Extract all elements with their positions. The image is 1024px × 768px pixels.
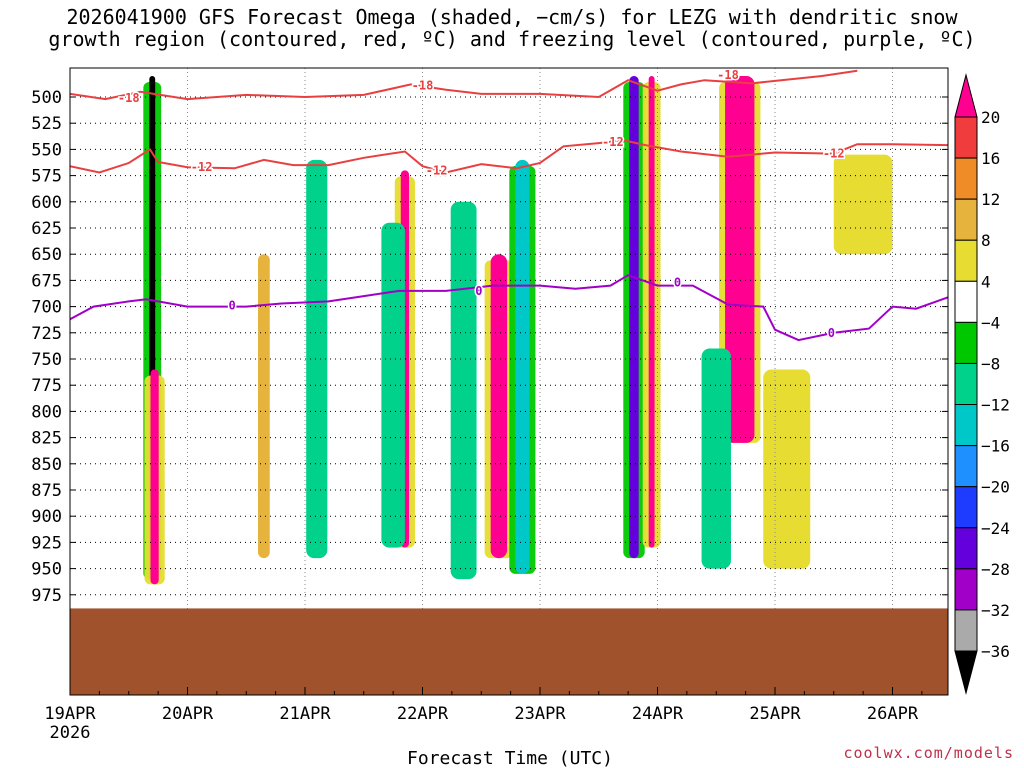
contour-label-4: -12 [426,163,448,177]
colorbar-box-2 [954,198,978,241]
grid [70,68,948,695]
colorbar-label-0: 20 [981,108,1000,127]
omega-feature-10 [648,76,655,548]
omega-feature-8 [450,201,477,580]
contour-label-6: -12 [823,147,845,161]
colorbar-label-11: −28 [981,560,1010,579]
omega-feature-5 [381,222,405,548]
y-tick-label-850: 850 [31,455,62,475]
x-year-label: 2026 [50,723,91,743]
contour-label-8: 0 [475,284,482,298]
y-tick-label-700: 700 [31,298,62,318]
colorbar-box-12 [954,609,978,652]
x-tick-label-7: 26APR [867,704,919,724]
x-axis-title: Forecast Time (UTC) [407,748,613,768]
x-tick-label-4: 23APR [514,704,566,724]
colorbar-top-arrow [954,73,978,118]
x-tick-label-5: 24APR [632,704,684,724]
colorbar-box-5 [954,321,978,364]
omega-feature-9 [629,76,639,559]
y-tick-label-950: 950 [31,560,62,580]
colorbar-box-10 [954,527,978,570]
y-tick-label-500: 500 [31,88,62,108]
colorbar-box-11 [954,568,978,611]
y-tick-label-675: 675 [31,271,62,291]
y-tick-label-975: 975 [31,586,62,606]
colorbar-label-10: −24 [981,519,1010,538]
plot-frame [69,67,949,696]
title-line-1: 2026041900 GFS Forecast Omega (shaded, −… [66,5,958,29]
omega-feature-12 [701,348,731,569]
y-tick-label-800: 800 [31,402,62,422]
y-tick-label-925: 925 [31,533,62,553]
contour-label-9: 0 [674,275,681,289]
contour-label-1: -18 [412,78,434,92]
contour-label-2: -18 [717,68,739,82]
y-tick-label-625: 625 [31,219,62,239]
colorbar-bottom-arrow [954,650,978,695]
y-tick-label-600: 600 [31,193,62,213]
credit-link[interactable]: coolwx.com/models [843,744,1014,762]
omega-feature-3 [306,159,328,559]
contour-dendritic-lower [70,138,948,174]
colorbar-box-1 [954,157,978,200]
y-tick-label-550: 550 [31,140,62,160]
y-tick-label-725: 725 [31,324,62,344]
contours: -18 -18 -18 -12 -12 -12 -12 0 0 0 0 [70,68,948,342]
colorbar-box-7 [954,404,978,447]
x-tick-label-2: 21APR [279,704,331,724]
contour-label-0: -18 [118,91,140,105]
colorbar-box-9 [954,486,978,529]
x-axis: 19APR 20APR 21APR 22APR 23APR 24APR 25APR 26APR… [44,687,923,743]
omega-feature-6 [490,254,508,559]
y-tick-label-575: 575 [31,167,62,187]
colorbar-label-8: −16 [981,437,1010,456]
contour-dendritic-upper [70,69,858,101]
title-line-2: growth region (contoured, red, ºC) and f… [48,27,976,51]
x-tick-label-0: 19APR [44,704,96,724]
x-tick-label-6: 25APR [749,704,801,724]
omega-feature-13 [763,369,811,569]
contour-label-7: 0 [229,299,236,313]
omega-feature-1 [150,369,159,585]
colorbar-label-13: −36 [981,642,1010,661]
colorbar-label-4: 4 [981,272,991,291]
colorbar: 20 16 12 8 4 −4 −8 −12 −16 −20 −24 −28 −32 −36 [954,73,1010,695]
omega-feature-11 [725,76,755,443]
colorbar-box-8 [954,445,978,488]
y-tick-label-650: 650 [31,245,62,265]
contour-label-3: -12 [191,160,213,174]
terrain-ground [70,608,948,695]
colorbar-label-3: 8 [981,231,991,250]
y-tick-label-825: 825 [31,429,62,449]
colorbar-label-7: −12 [981,396,1010,415]
colorbar-label-6: −8 [981,354,1000,373]
y-tick-label-900: 900 [31,507,62,527]
colorbar-label-5: −4 [981,313,1000,332]
y-axis: 500 525 550 575 600 625 650 675 700 725 750 775 800 8… [31,88,948,606]
y-tick-label-525: 525 [31,114,62,134]
omega-feature-2 [258,254,270,559]
colorbar-box-0 [954,116,978,159]
colorbar-box-4 [954,280,978,323]
colorbar-label-2: 12 [981,190,1000,209]
y-tick-label-875: 875 [31,481,62,501]
colorbar-label-1: 16 [981,149,1000,168]
contour-freezing-level [70,274,948,342]
x-tick-label-3: 22APR [397,704,449,724]
omega-feature-14 [833,154,893,255]
ground-fill [70,608,948,695]
x-tick-label-1: 20APR [162,704,214,724]
contour-label-5: -12 [602,135,624,149]
colorbar-box-3 [954,239,978,282]
y-tick-label-775: 775 [31,376,62,396]
chart-title: 2026041900 GFS Forecast Omega (shaded, −… [0,6,1024,50]
colorbar-box-6 [954,362,978,406]
contour-label-10: 0 [828,326,835,340]
colorbar-label-12: −32 [981,601,1010,620]
y-tick-label-750: 750 [31,350,62,370]
omega-feature-7 [515,159,530,574]
colorbar-label-9: −20 [981,478,1010,497]
